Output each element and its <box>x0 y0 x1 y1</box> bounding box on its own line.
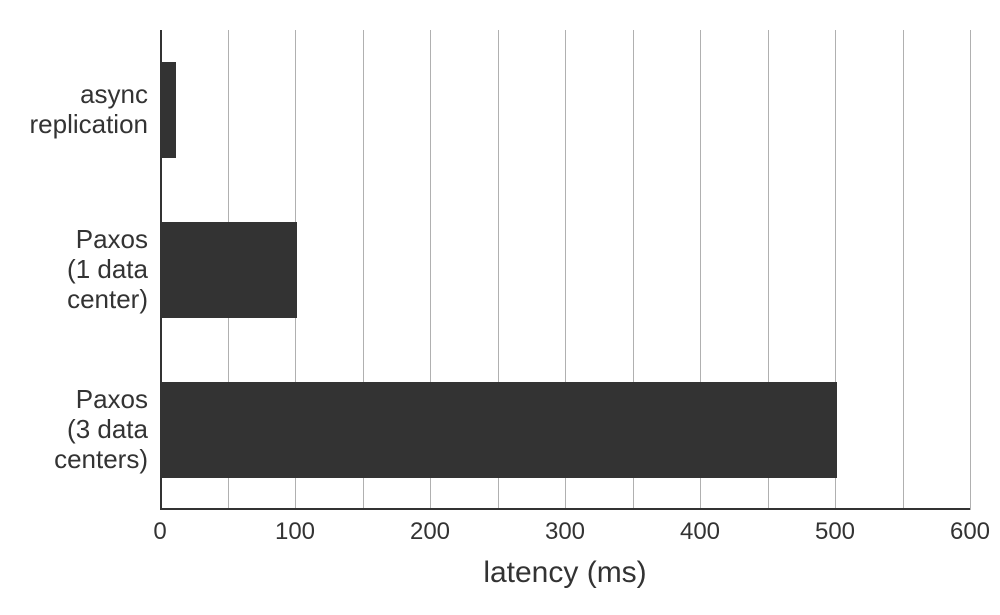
y-axis-label: asyncreplication <box>0 80 148 140</box>
x-tick-label: 600 <box>930 518 1000 546</box>
y-axis-label-line: async <box>0 80 148 110</box>
gridline <box>903 30 904 510</box>
x-tick-label: 500 <box>795 518 875 546</box>
y-axis-label-line: (3 data <box>0 415 148 445</box>
y-axis-label: Paxos(1 datacenter) <box>0 225 148 315</box>
x-tick-label: 400 <box>660 518 740 546</box>
y-axis-label: Paxos(3 datacenters) <box>0 385 148 475</box>
bar <box>162 62 176 158</box>
y-axis-label-line: Paxos <box>0 385 148 415</box>
x-axis-title: latency (ms) <box>160 556 970 590</box>
gridline <box>970 30 971 510</box>
y-axis-label-line: Paxos <box>0 225 148 255</box>
bar <box>162 382 837 478</box>
x-tick-label: 300 <box>525 518 605 546</box>
y-axis-label-line: center) <box>0 285 148 315</box>
latency-bar-chart: asyncreplicationPaxos(1 datacenter)Paxos… <box>0 0 1000 615</box>
x-tick-label: 0 <box>120 518 200 546</box>
x-tick-label: 200 <box>390 518 470 546</box>
y-axis-label-line: (1 data <box>0 255 148 285</box>
x-axis-line <box>160 508 970 510</box>
plot-area <box>160 30 970 510</box>
y-axis-label-line: centers) <box>0 445 148 475</box>
bar <box>162 222 297 318</box>
x-tick-label: 100 <box>255 518 335 546</box>
y-axis-label-line: replication <box>0 110 148 140</box>
